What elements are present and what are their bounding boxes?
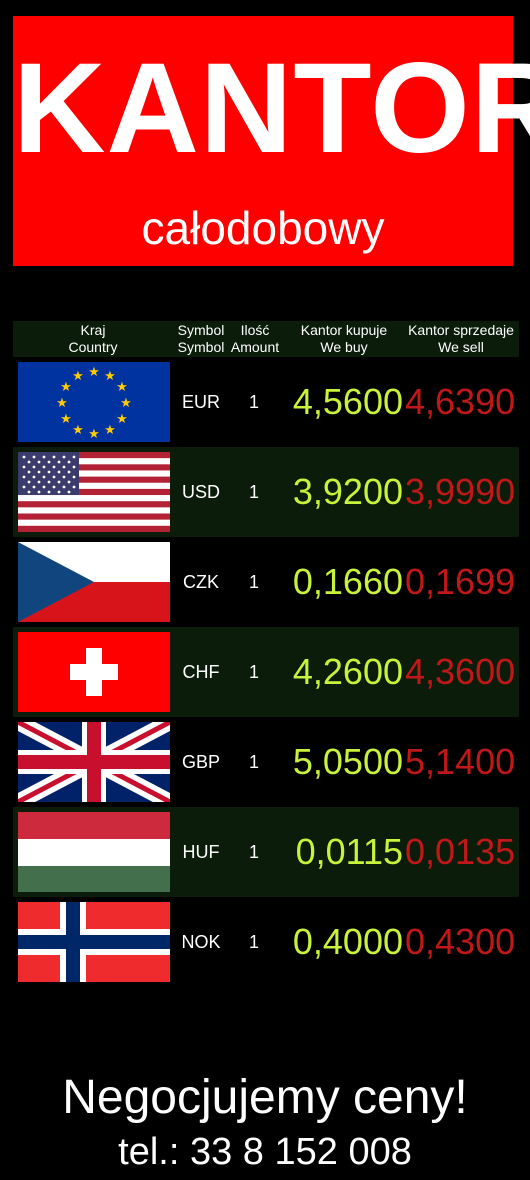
svg-text:★: ★ — [120, 396, 132, 411]
sell-rate: 0,0135 — [405, 831, 516, 872]
sell-rate: 3,9990 — [405, 471, 516, 512]
ch-flag-icon — [18, 632, 170, 712]
currency-amount: 1 — [248, 662, 259, 682]
svg-text:★: ★ — [116, 380, 128, 395]
slogan: Negocjujemy ceny! — [62, 1071, 468, 1124]
rate-row-czk: CZK 1 0,1660 0,1699 — [13, 537, 519, 627]
rate-row-usd: USD 1 3,9200 3,9990 — [13, 447, 519, 537]
currency-symbol: EUR — [181, 392, 220, 412]
gb-flag-icon — [18, 722, 170, 802]
header-sell-pl: Kantor sprzedaje — [408, 322, 514, 338]
sell-rate: 4,3600 — [405, 651, 516, 692]
buy-rate: 0,4000 — [292, 921, 403, 962]
svg-text:★: ★ — [60, 412, 72, 427]
currency-symbol: GBP — [181, 752, 220, 772]
header-symbol: Symbol Symbol — [173, 322, 229, 356]
cz-flag-icon — [18, 542, 170, 622]
buy-rate: 0,1660 — [292, 561, 403, 602]
svg-text:★: ★ — [72, 369, 84, 384]
rates-table: Kraj Country Symbol Symbol Ilość Amount … — [13, 321, 519, 987]
banner-title: KANTOR — [13, 37, 530, 180]
currency-symbol: CZK — [183, 572, 219, 592]
us-flag-icon — [18, 452, 170, 532]
sell-rate: 0,1699 — [405, 561, 516, 602]
currency-symbol: NOK — [181, 932, 221, 952]
table-header: Kraj Country Symbol Symbol Ilość Amount … — [13, 321, 519, 357]
currency-symbol: USD — [181, 482, 220, 502]
svg-text:★: ★ — [104, 369, 116, 384]
header-symbol-en: Symbol — [177, 339, 225, 355]
sell-rate: 5,1400 — [405, 741, 516, 782]
currency-amount: 1 — [248, 482, 259, 502]
header-symbol-pl: Symbol — [177, 322, 225, 338]
svg-text:★: ★ — [104, 423, 116, 438]
phone-number: tel.: 33 8 152 008 — [118, 1131, 412, 1173]
header-buy-en: We buy — [320, 339, 368, 355]
banner-subtitle: całodobowy — [141, 202, 385, 254]
svg-text:★: ★ — [72, 423, 84, 438]
rate-row-chf: CHF 1 4,2600 4,3600 — [13, 627, 519, 717]
kantor-banner: KANTOR całodobowy — [13, 16, 530, 266]
header-sell-en: We sell — [438, 339, 484, 355]
header-country-pl: Kraj — [80, 322, 106, 338]
rate-row-eur: ★ ★ ★ ★ ★ ★ ★ ★ ★ ★ ★ ★ EUR 1 4,5600 4,6390 — [13, 357, 519, 447]
hu-flag-icon — [18, 812, 170, 892]
header-buy-pl: Kantor kupuje — [300, 322, 388, 338]
header-sell: Kantor sprzedaje We sell — [403, 322, 519, 356]
svg-text:★: ★ — [56, 396, 68, 411]
sell-rate: 0,4300 — [405, 921, 516, 962]
currency-amount: 1 — [248, 752, 259, 772]
svg-text:★: ★ — [60, 380, 72, 395]
sell-rate: 4,6390 — [405, 381, 516, 422]
buy-rate: 5,0500 — [292, 741, 403, 782]
buy-rate: 3,9200 — [292, 471, 403, 512]
header-buy: Kantor kupuje We buy — [288, 322, 400, 356]
header-country: Kraj Country — [53, 322, 133, 356]
currency-amount: 1 — [248, 932, 259, 952]
rate-row-gbp: GBP 1 5,0500 5,1400 — [13, 717, 519, 807]
header-country-en: Country — [68, 339, 118, 355]
svg-text:★: ★ — [88, 365, 100, 380]
rate-row-nok: NOK 1 0,4000 0,4300 — [13, 897, 519, 987]
currency-symbol: CHF — [182, 662, 220, 682]
header-amount-en: Amount — [230, 339, 280, 355]
currency-amount: 1 — [248, 392, 259, 412]
header-amount: Ilość Amount — [227, 322, 283, 356]
eu-flag-icon: ★ ★ ★ ★ ★ ★ ★ ★ ★ ★ ★ ★ — [18, 362, 170, 442]
buy-rate: 0,0115 — [295, 831, 403, 872]
svg-text:★: ★ — [116, 412, 128, 427]
header-amount-pl: Ilość — [240, 322, 270, 338]
rate-row-huf: HUF 1 0,0115 0,0135 — [13, 807, 519, 897]
no-flag-icon — [18, 902, 170, 982]
currency-amount: 1 — [248, 572, 259, 592]
currency-amount: 1 — [248, 842, 259, 862]
buy-rate: 4,5600 — [292, 381, 403, 422]
buy-rate: 4,2600 — [292, 651, 403, 692]
currency-symbol: HUF — [182, 842, 220, 862]
svg-text:★: ★ — [88, 427, 100, 442]
